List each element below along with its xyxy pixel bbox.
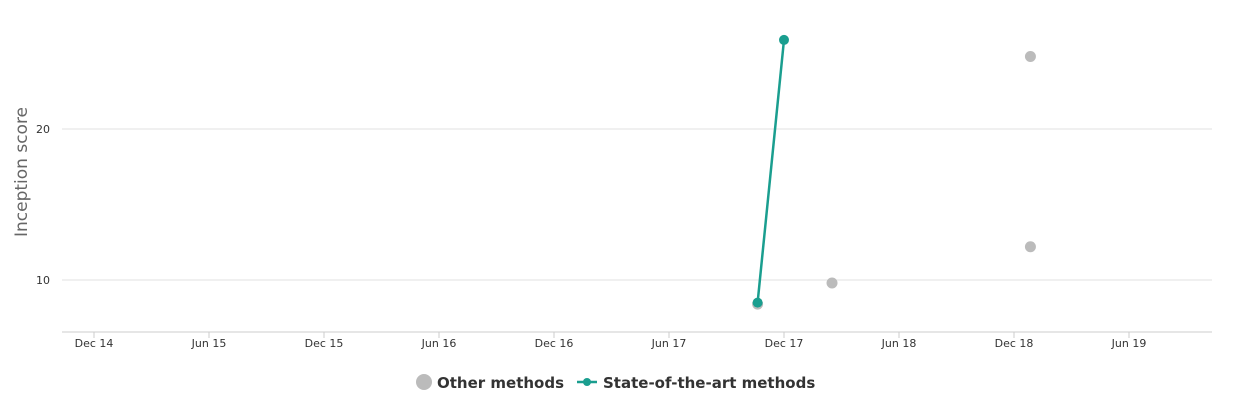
y-tick-label: 20 bbox=[36, 123, 50, 136]
legend-sota-label: State-of-the-art methods bbox=[603, 374, 815, 392]
gridlines bbox=[62, 128, 1212, 281]
y-tick-label: 10 bbox=[36, 274, 50, 287]
x-tick-label: Dec 16 bbox=[535, 337, 574, 350]
plot-area bbox=[752, 34, 1036, 310]
y-axis-title: Inception score bbox=[12, 107, 32, 237]
sota-line bbox=[756, 39, 786, 303]
x-tick-label: Jun 16 bbox=[421, 337, 457, 350]
x-tick-label: Jun 17 bbox=[651, 337, 687, 350]
sota-point bbox=[779, 34, 789, 45]
x-tick-label: Dec 15 bbox=[305, 337, 344, 350]
other-method-point bbox=[1024, 51, 1036, 63]
legend[interactable]: Other methods State-of-the-art methods bbox=[416, 374, 815, 392]
other-method-point bbox=[1024, 241, 1036, 253]
sota-point bbox=[752, 297, 763, 308]
x-axis-ticks: Dec 14 Jun 15 Dec 15 Jun 16 Dec 16 Jun 17 Dec … bbox=[75, 332, 1147, 350]
x-tick-label: Jun 18 bbox=[881, 337, 917, 350]
x-tick-label: Dec 18 bbox=[995, 337, 1034, 350]
x-tick-label: Dec 14 bbox=[75, 337, 114, 350]
legend-sota-marker bbox=[583, 378, 591, 386]
x-tick-label: Jun 19 bbox=[1111, 337, 1147, 350]
x-tick-label: Dec 17 bbox=[765, 337, 804, 350]
other-method-point bbox=[826, 277, 838, 289]
legend-other-marker bbox=[416, 374, 432, 390]
y-axis-ticks: 10 20 bbox=[36, 123, 50, 287]
x-tick-label: Jun 15 bbox=[191, 337, 227, 350]
legend-other-label: Other methods bbox=[437, 374, 564, 392]
